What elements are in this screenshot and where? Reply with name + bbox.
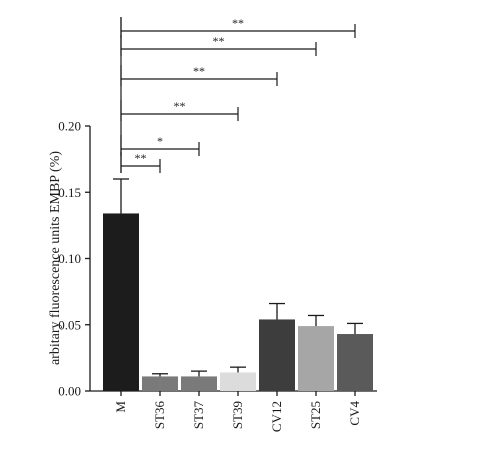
- x-tick-label: CV4: [347, 401, 362, 426]
- significance-label: **: [174, 99, 186, 113]
- axes: 0.00 0.05 0.10 0.15 0.20 M ST36 ST37 ST39 CV12 ST2…: [58, 119, 377, 432]
- significance-label: **: [193, 64, 205, 78]
- significance-label: **: [232, 16, 244, 30]
- bar-m: [103, 213, 139, 391]
- bar-st36: [142, 376, 178, 391]
- x-tick-label: M: [113, 401, 128, 413]
- y-axis-label: arbitary fluorescence units EMBP (%): [48, 151, 63, 365]
- significance-label: **: [213, 34, 225, 48]
- significance-brackets: ***********: [120, 16, 356, 173]
- x-tick-label: CV12: [269, 401, 284, 432]
- x-tick-label: ST36: [152, 401, 167, 430]
- y-tick-label: 0.15: [58, 185, 81, 200]
- bars: [103, 178, 373, 391]
- bar-cv4: [337, 334, 373, 391]
- x-tick-label: ST39: [230, 401, 245, 429]
- significance-label: *: [157, 134, 163, 148]
- x-tick-label: ST37: [191, 401, 206, 430]
- x-tick-label: ST25: [308, 401, 323, 429]
- significance-label: **: [135, 151, 147, 165]
- y-tick-label: 0.00: [58, 384, 81, 399]
- y-tick-label: 0.05: [58, 317, 81, 332]
- bar-st25: [298, 326, 334, 391]
- bar-st37: [181, 376, 217, 391]
- y-tick-label: 0.20: [58, 119, 81, 134]
- y-tick-label: 0.10: [58, 251, 81, 266]
- bar-st39: [220, 372, 256, 391]
- bar-cv12: [259, 319, 295, 391]
